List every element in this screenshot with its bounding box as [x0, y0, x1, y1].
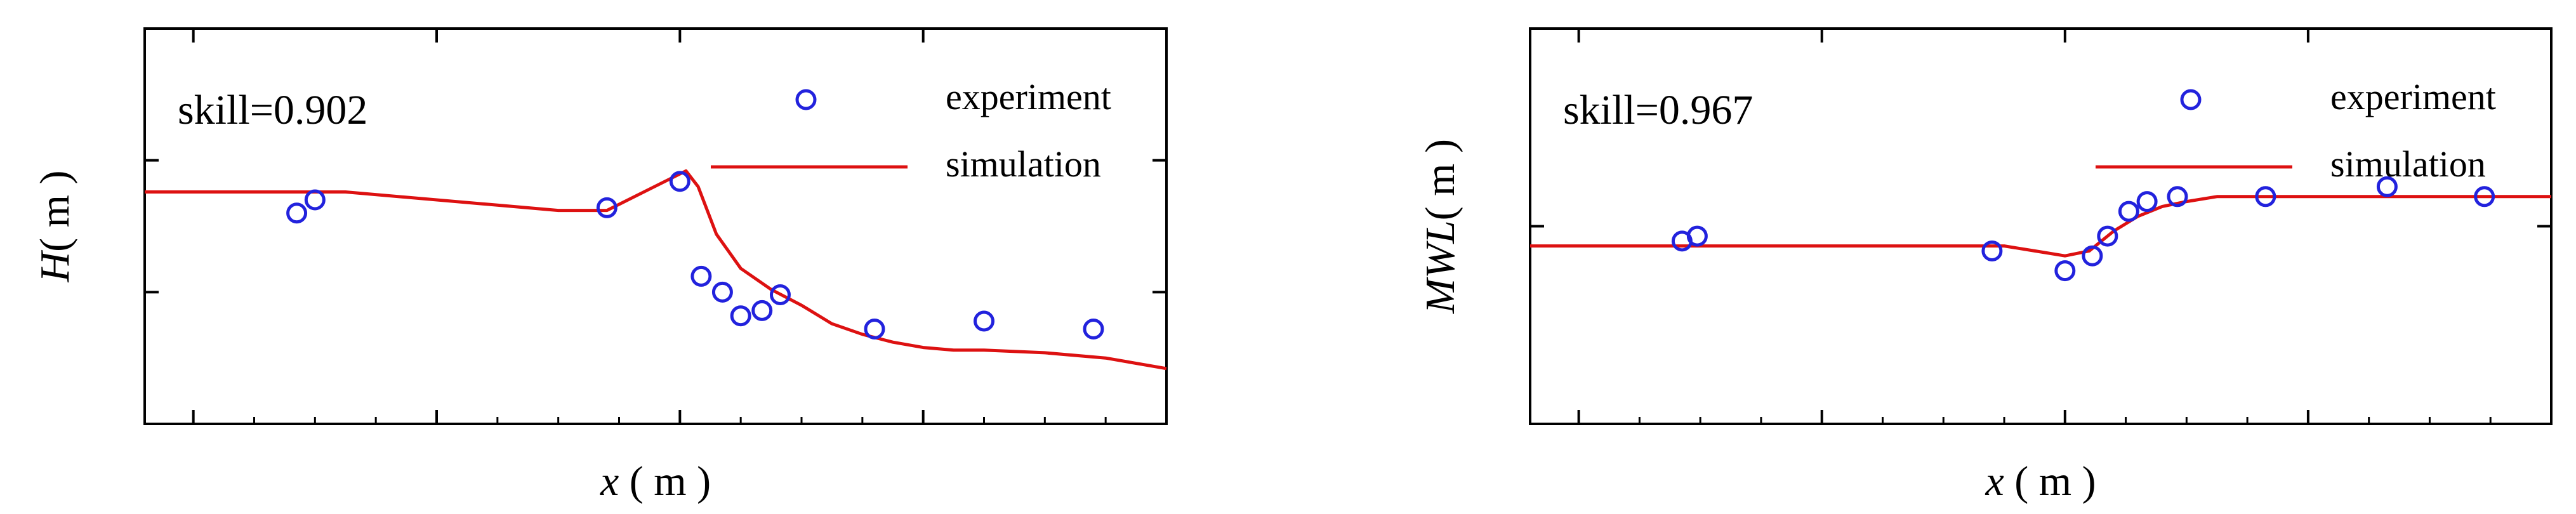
- legend-simulation-label: simulation: [946, 143, 1101, 185]
- x-axis-label-unit: ( m ): [2004, 458, 2096, 504]
- experiment-point: [2082, 245, 2103, 267]
- legend-experiment-marker: [795, 89, 817, 110]
- experiment-point: [2255, 186, 2276, 208]
- plot-frame: [143, 27, 1168, 425]
- experiment-point: [2474, 186, 2495, 208]
- simulation-line: [145, 169, 1167, 371]
- experiment-point: [596, 197, 618, 218]
- experiment-point: [769, 284, 791, 305]
- experiment-point: [2376, 176, 2398, 197]
- legend-simulation-label: simulation: [2330, 143, 2486, 185]
- y-axis-label-unit: ( m ): [1417, 139, 1463, 220]
- experiment-point: [974, 310, 994, 332]
- experiment-point: [669, 171, 690, 192]
- legend-experiment-label: experiment: [946, 76, 1111, 117]
- experiment-point: [730, 305, 751, 327]
- experiment-point: [2118, 201, 2139, 222]
- x-axis-label: x ( m ): [600, 458, 711, 504]
- experiment-point: [2167, 186, 2188, 208]
- x-axis-label-unit: ( m ): [619, 458, 711, 504]
- x-axis-label: x ( m ): [1985, 458, 2096, 504]
- experiment-point: [1981, 240, 2003, 261]
- experiment-point: [2054, 260, 2076, 282]
- simulation-line: [1530, 195, 2551, 258]
- y-axis-label: MWL( m ): [1417, 139, 1463, 314]
- skill-annotation: skill=0.902: [178, 87, 367, 133]
- chart-mean-water-level: x ( m )MWL( m )skill=0.967 experimentsimu…: [1417, 27, 2553, 504]
- y-axis-label-var: MWL: [1417, 220, 1463, 314]
- experiment-point: [2136, 191, 2158, 213]
- experiment-point: [864, 318, 885, 339]
- skill-annotation: skill=0.967: [1563, 87, 1753, 133]
- y-axis-label-var: H: [32, 249, 78, 282]
- chart-wave-height: x ( m )H( m )skill=0.902 experimentsimula…: [32, 27, 1168, 504]
- experiment-point: [690, 265, 712, 287]
- experiment-point: [304, 189, 326, 211]
- legend-experiment-marker: [2180, 89, 2202, 110]
- y-axis-label-unit: ( m ): [32, 171, 78, 252]
- legend-experiment-label: experiment: [2330, 76, 2496, 117]
- y-axis-label: H( m ): [32, 171, 78, 283]
- experiment-point: [286, 202, 308, 224]
- x-axis-label-var: x: [600, 458, 619, 504]
- experiment-point: [1686, 225, 1708, 247]
- experiment-point: [2097, 225, 2118, 247]
- experiment-point: [711, 281, 733, 303]
- experiment-point: [1083, 318, 1104, 339]
- x-axis-label-var: x: [1985, 458, 2004, 504]
- experiment-point: [751, 300, 773, 321]
